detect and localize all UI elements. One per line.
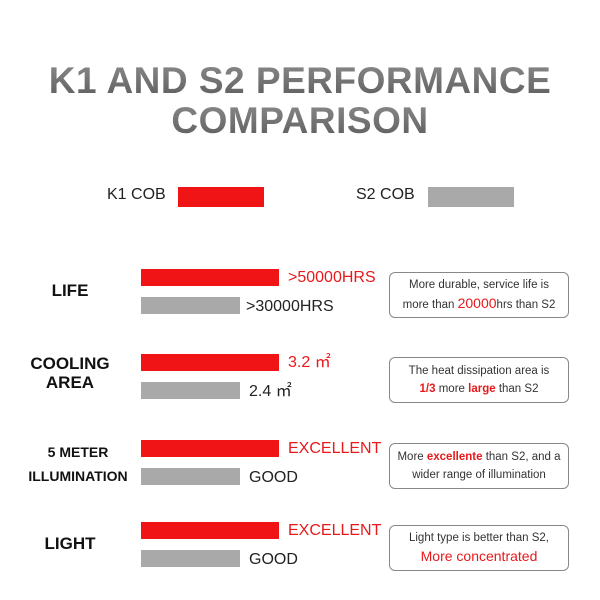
category-label-line: COOLING	[30, 354, 110, 373]
comparison-note-line: More concentrated	[421, 547, 538, 567]
legend-swatch-k1	[178, 187, 264, 207]
category-label: LIFE	[20, 281, 120, 301]
legend-label-s2: S2 COB	[356, 186, 415, 203]
value-label-s2: >30000HRS	[246, 298, 334, 315]
comparison-note-line: More durable, service life is	[409, 276, 549, 294]
bar-s2	[141, 297, 240, 314]
comparison-note-line: 1/3 more large than S2	[420, 380, 539, 398]
comparison-note: The heat dissipation area is 1/3 more lar…	[389, 357, 569, 403]
category-label-line: LIFE	[51, 281, 89, 300]
chart-title-line-1: K1 AND S2 PERFORMANCE	[0, 60, 600, 102]
comparison-note: More durable, service life is more than 2…	[389, 272, 569, 318]
comparison-note-line: Light type is better than S2,	[409, 529, 549, 547]
value-label-s2: GOOD	[249, 469, 298, 486]
value-label-k1: 3.2 ㎡	[288, 354, 331, 371]
comparison-note: More excellente than S2, and a wider rang…	[389, 443, 569, 489]
category-label: 5 METER ILLUMINATION	[18, 440, 138, 488]
highlight-text: excellente	[426, 451, 483, 463]
value-label-k1: EXCELLENT	[288, 522, 382, 539]
bar-k1	[141, 354, 279, 371]
note-text: Light type is better than S2,	[408, 532, 549, 544]
value-label-k1: EXCELLENT	[288, 440, 382, 457]
category-label-line: 5 METER	[47, 444, 109, 460]
legend-swatch-s2	[428, 187, 514, 207]
bar-s2	[141, 468, 240, 485]
highlight-text: More concentrated	[420, 548, 538, 564]
comparison-note-line: wider range of illumination	[412, 466, 546, 484]
note-text: more than	[402, 299, 458, 311]
category-label-line: LIGHT	[44, 534, 96, 553]
note-text: hrs than S2	[496, 299, 556, 311]
note-text: wider range of illumination	[412, 469, 546, 481]
comparison-note-line: The heat dissipation area is	[409, 362, 550, 380]
category-label: COOLING AREA	[20, 354, 120, 392]
value-label-s2: 2.4 ㎡	[249, 383, 292, 400]
highlight-text: 1/3	[419, 383, 436, 395]
value-label-k1: >50000HRS	[288, 269, 376, 286]
bar-s2	[141, 550, 240, 567]
bar-k1	[141, 522, 279, 539]
value-label-s2: GOOD	[249, 551, 298, 568]
note-text: than S2, and a	[482, 451, 561, 463]
bar-k1	[141, 440, 279, 457]
comparison-note-line: More excellente than S2, and a	[397, 448, 560, 466]
category-label: LIGHT	[20, 534, 120, 554]
note-text: The heat dissipation area is	[408, 365, 550, 377]
comparison-note-line: more than 20000hrs than S2	[403, 294, 556, 314]
legend-label-k1: K1 COB	[107, 186, 166, 203]
note-text: More durable, service life is	[409, 279, 549, 291]
category-label-line: ILLUMINATION	[28, 468, 128, 484]
chart-title-line-2: COMPARISON	[0, 100, 600, 142]
bar-k1	[141, 269, 279, 286]
category-label-line: AREA	[45, 373, 95, 392]
highlight-text: 20000	[457, 295, 497, 311]
note-text: More	[397, 451, 427, 463]
note-text: than S2	[495, 383, 539, 395]
note-text: more	[435, 383, 469, 395]
comparison-note: Light type is better than S2, More concen…	[389, 525, 569, 571]
highlight-text: large	[468, 383, 496, 395]
bar-s2	[141, 382, 240, 399]
